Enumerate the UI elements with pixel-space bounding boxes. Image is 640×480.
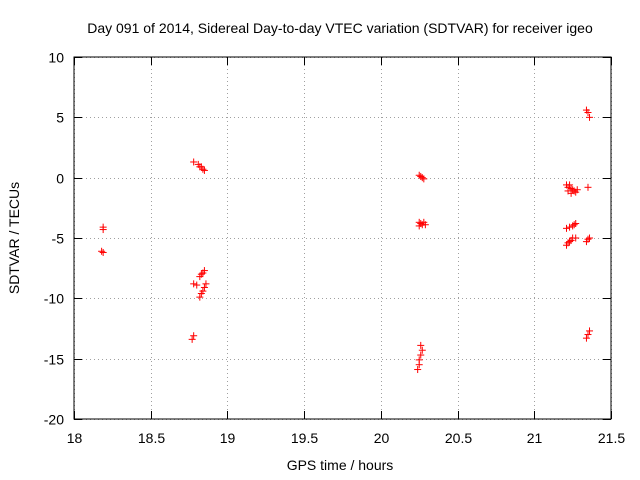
plot-frame xyxy=(73,56,612,420)
data-point xyxy=(200,166,208,174)
data-point xyxy=(99,226,107,234)
x-tick-label: 20.5 xyxy=(445,430,472,446)
data-point xyxy=(196,293,204,301)
data-point xyxy=(421,221,429,229)
data-point xyxy=(190,280,198,288)
data-point xyxy=(582,334,590,342)
data-point xyxy=(566,181,574,189)
data-point xyxy=(567,189,575,197)
data-point xyxy=(586,113,594,121)
x-tick-label: 21.5 xyxy=(598,430,625,446)
data-point xyxy=(199,165,207,173)
data-point xyxy=(572,220,580,228)
data-point xyxy=(566,223,574,231)
data-point xyxy=(202,280,210,288)
y-tick-label: -5 xyxy=(52,231,65,247)
x-tick-label: 20 xyxy=(374,430,390,446)
data-point xyxy=(197,270,205,278)
x-tick-label: 19 xyxy=(220,430,236,446)
data-point xyxy=(415,361,423,369)
y-tick-label: 10 xyxy=(48,50,64,66)
data-point xyxy=(573,186,581,194)
data-point xyxy=(193,281,201,289)
data-point xyxy=(197,290,205,298)
data-point xyxy=(190,158,198,166)
data-point xyxy=(584,235,592,243)
data-point xyxy=(200,283,208,291)
x-tick-label: 18 xyxy=(67,430,83,446)
data-point xyxy=(200,267,208,275)
data-point xyxy=(586,234,594,242)
data-point xyxy=(99,248,107,256)
y-tick-label: 0 xyxy=(56,171,64,187)
x-tick-label: 18.5 xyxy=(138,430,165,446)
data-point xyxy=(188,335,196,343)
data-point xyxy=(563,224,571,232)
data-point xyxy=(417,351,425,359)
data-point xyxy=(418,346,426,354)
data-point xyxy=(420,175,428,183)
tick-labels: 18 18.5 19 19.5 20 20.5 21 21.5 -20 -15 -10 -5 0 5 10 xyxy=(44,50,626,447)
data-point xyxy=(98,247,106,255)
x-tick-label: 21 xyxy=(527,430,543,446)
data-point xyxy=(572,234,580,242)
data-point xyxy=(418,174,426,182)
data-point xyxy=(415,222,423,230)
data-point xyxy=(584,109,592,117)
data-point xyxy=(584,183,592,191)
data-point xyxy=(417,341,425,349)
y-tick-label: -20 xyxy=(44,412,64,428)
x-tick-label: 19.5 xyxy=(291,430,318,446)
data-point xyxy=(584,331,592,339)
x-axis-label: GPS time / hours xyxy=(287,457,394,473)
y-axis-label: SDTVAR / TECUs xyxy=(6,182,22,294)
data-point xyxy=(190,332,198,340)
data-point xyxy=(586,327,594,335)
data-points xyxy=(98,106,594,374)
data-point xyxy=(414,366,422,374)
y-tick-label: -10 xyxy=(44,291,64,307)
y-tick-label: -15 xyxy=(44,352,64,368)
data-point xyxy=(566,238,574,246)
chart-title: Day 091 of 2014, Sidereal Day-to-day VTE… xyxy=(87,20,593,36)
y-tick-label: 5 xyxy=(56,110,64,126)
data-point xyxy=(570,221,578,229)
